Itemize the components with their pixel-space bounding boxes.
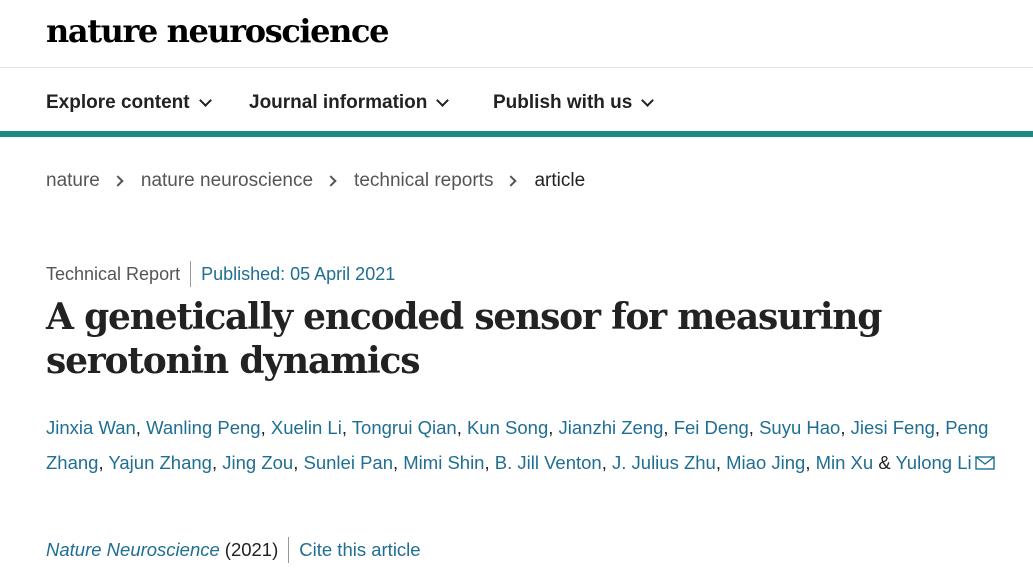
author-link[interactable]: Min Xu bbox=[815, 452, 874, 473]
divider bbox=[190, 261, 192, 287]
article-title: A genetically encoded sensor for measuri… bbox=[46, 295, 946, 383]
breadcrumb-link-section[interactable]: technical reports bbox=[354, 170, 494, 191]
author-link[interactable]: J. Julius Zhu bbox=[612, 452, 716, 473]
author-link[interactable]: Yajun Zhang bbox=[108, 452, 212, 473]
author-list: Jinxia Wan, Wanling Peng, Xuelin Li, Ton… bbox=[46, 410, 996, 480]
title-line-1: A genetically encoded sensor for measuri… bbox=[46, 296, 882, 338]
chevron-right-icon bbox=[112, 175, 124, 187]
author-link[interactable]: Jing Zou bbox=[222, 452, 294, 473]
mail-icon[interactable] bbox=[974, 456, 995, 470]
author-link[interactable]: Xuelin Li bbox=[270, 417, 342, 438]
citation-line: Nature Neuroscience (2021) Cite this art… bbox=[46, 537, 421, 563]
author-separator: , bbox=[98, 452, 109, 473]
article-meta: Technical Report Published: 05 April 202… bbox=[46, 261, 395, 287]
divider bbox=[288, 537, 290, 563]
author-separator: , bbox=[211, 452, 223, 473]
author-link[interactable]: Jinxia Wan bbox=[46, 417, 136, 438]
nav-publish-with-us[interactable]: Publish with us bbox=[493, 92, 655, 114]
chevron-down-icon bbox=[436, 93, 450, 107]
author-link[interactable]: B. Jill Venton bbox=[494, 452, 602, 473]
author-separator: , bbox=[805, 452, 816, 473]
breadcrumb-link-nature[interactable]: nature bbox=[46, 170, 100, 191]
author-link[interactable]: Miao Jing bbox=[726, 452, 806, 473]
journal-name: Nature Neuroscience bbox=[46, 539, 220, 560]
author-link[interactable]: Suyu Hao bbox=[759, 417, 841, 438]
author-link[interactable]: Tongrui Qian bbox=[351, 417, 457, 438]
author-separator: , bbox=[601, 452, 612, 473]
title-line-2: serotonin dynamics bbox=[46, 340, 420, 382]
author-link[interactable]: Jianzhi Zeng bbox=[558, 417, 664, 438]
author-link[interactable]: Peng Zhang bbox=[46, 417, 989, 473]
cite-this-article-link[interactable]: Cite this article bbox=[299, 539, 421, 560]
publication-year: (2021) bbox=[224, 539, 279, 560]
journal-logo[interactable]: nature neuroscience bbox=[46, 12, 389, 50]
author-separator: , bbox=[934, 417, 946, 438]
chevron-down-icon bbox=[641, 93, 655, 107]
published-date: Published: 05 April 2021 bbox=[201, 263, 396, 284]
author-separator: , bbox=[293, 452, 304, 473]
author-link[interactable]: Yulong Li bbox=[895, 452, 972, 473]
author-separator: , bbox=[748, 417, 760, 438]
author-separator: , bbox=[456, 417, 467, 438]
author-separator: , bbox=[341, 417, 352, 438]
nav-explore-content[interactable]: Explore content bbox=[46, 92, 212, 114]
author-separator: , bbox=[135, 417, 147, 438]
article-type: Technical Report bbox=[46, 263, 181, 284]
nav-label: Explore content bbox=[46, 92, 190, 113]
breadcrumb-current: article bbox=[534, 170, 586, 191]
chevron-right-icon bbox=[505, 175, 518, 187]
author-link[interactable]: Jiesi Feng bbox=[850, 417, 935, 438]
author-link[interactable]: Sunlei Pan bbox=[303, 452, 393, 473]
author-separator: , bbox=[663, 417, 674, 438]
main-nav: Explore content Journal information Publ… bbox=[0, 68, 1033, 137]
author-link[interactable]: Mimi Shin bbox=[403, 452, 485, 473]
author-separator: , bbox=[840, 417, 851, 438]
chevron-down-icon bbox=[198, 93, 212, 107]
breadcrumb: nature nature neuroscience technical rep… bbox=[46, 170, 585, 192]
masthead: nature neuroscience bbox=[0, 0, 1033, 68]
nav-journal-information[interactable]: Journal information bbox=[249, 92, 450, 114]
author-separator: , bbox=[715, 452, 727, 473]
author-separator: , bbox=[548, 417, 559, 438]
author-separator: , bbox=[392, 452, 404, 473]
author-ampersand: & bbox=[873, 452, 896, 473]
author-link[interactable]: Fei Deng bbox=[673, 417, 749, 438]
author-separator: , bbox=[260, 417, 271, 438]
author-link[interactable]: Wanling Peng bbox=[146, 417, 261, 438]
nav-label: Publish with us bbox=[493, 92, 633, 113]
breadcrumb-link-journal[interactable]: nature neuroscience bbox=[140, 170, 314, 191]
author-separator: , bbox=[484, 452, 495, 473]
author-link[interactable]: Kun Song bbox=[466, 417, 549, 438]
chevron-right-icon bbox=[325, 175, 337, 187]
nav-label: Journal information bbox=[249, 92, 428, 113]
